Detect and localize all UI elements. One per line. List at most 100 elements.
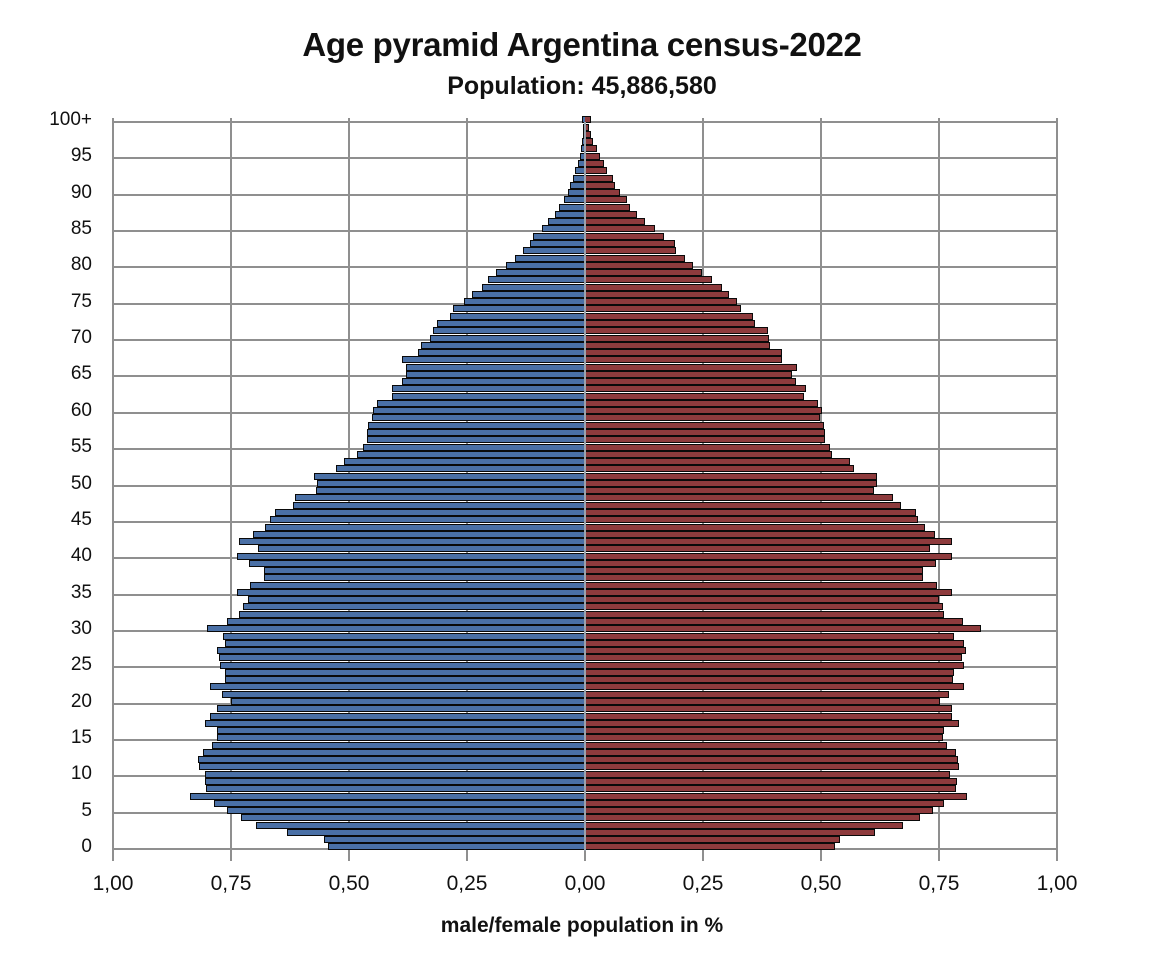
bar-female-age-41 [585, 545, 930, 553]
bar-male-age-17 [205, 719, 585, 727]
bar-male-age-13 [203, 748, 585, 756]
bar-female-age-79 [585, 269, 702, 277]
bar-female-age-28 [585, 639, 964, 647]
y-tick-label: 10 [70, 763, 92, 785]
bar-male-age-53 [343, 458, 585, 466]
bar-male-age-49 [315, 487, 585, 495]
bar-female-age-5 [585, 807, 933, 815]
bar-female-age-89 [585, 196, 627, 204]
bar-male-age-71 [433, 327, 585, 335]
bar-male-age-94 [577, 160, 585, 168]
bar-male-age-62 [391, 392, 585, 400]
bar-female-age-63 [585, 385, 806, 393]
bar-male-age-44 [264, 523, 585, 531]
bar-male-age-9 [205, 777, 585, 785]
bar-female-age-52 [585, 465, 854, 473]
bar-male-age-29 [222, 632, 585, 640]
bar-female-age-58 [585, 421, 824, 429]
bar-female-age-65 [585, 370, 792, 378]
bar-male-age-5 [227, 807, 585, 815]
bar-female-age-91 [585, 181, 615, 189]
bar-female-age-19 [585, 705, 953, 713]
bar-female-age-46 [585, 508, 916, 516]
x-tick-mark [702, 851, 704, 861]
bar-male-age-60 [373, 407, 585, 415]
bar-female-age-54 [585, 450, 832, 458]
bar-female-age-53 [585, 458, 850, 466]
bar-male-age-57 [366, 429, 585, 436]
bar-female-age-50 [585, 479, 877, 487]
y-tick-label: 35 [70, 581, 92, 603]
bar-male-age-55 [363, 443, 585, 451]
bar-male-age-6 [214, 799, 585, 807]
bar-male-age-4 [240, 814, 585, 822]
bar-female-age-55 [585, 443, 830, 451]
bar-female-age-59 [585, 414, 820, 422]
bar-male-age-45 [270, 516, 585, 524]
bar-male-age-32 [239, 610, 585, 618]
bar-male-age-39 [248, 559, 585, 567]
bar-male-age-12 [197, 756, 585, 764]
bar-female-age-64 [585, 378, 796, 386]
bar-female-age-47 [585, 501, 901, 509]
y-tick-label: 55 [70, 436, 92, 458]
bar-male-age-19 [216, 705, 585, 713]
bar-male-age-87 [554, 210, 585, 218]
bar-female-age-84 [585, 232, 664, 240]
bar-female-age-33 [585, 603, 943, 611]
bar-female-age-77 [585, 283, 722, 291]
bar-female-age-92 [585, 174, 613, 182]
bar-female-age-2 [585, 828, 875, 836]
bar-male-age-76 [472, 290, 585, 298]
x-tick-mark [584, 851, 586, 861]
bar-male-age-58 [367, 421, 585, 429]
x-tick-label: 0,50 [328, 872, 370, 895]
bar-male-age-67 [401, 356, 585, 364]
bar-female-age-1 [585, 836, 840, 844]
y-tick-label: 15 [70, 726, 92, 748]
bar-male-age-78 [487, 276, 585, 284]
bar-male-age-72 [436, 319, 585, 327]
bar-male-age-35 [237, 588, 585, 596]
bar-male-age-28 [224, 639, 585, 647]
bar-male-age-84 [533, 232, 585, 240]
bar-female-age-25 [585, 661, 964, 669]
bar-male-age-79 [495, 269, 585, 277]
bar-female-age-31 [585, 618, 963, 626]
bar-male-age-16 [216, 727, 585, 735]
bar-female-age-38 [585, 567, 923, 575]
bar-male-age-3 [256, 821, 585, 829]
x-tick-label: 1,00 [92, 872, 134, 895]
y-tick-label: 50 [70, 472, 92, 494]
bar-male-age-38 [264, 567, 585, 575]
x-tick-mark [938, 851, 940, 861]
x-tick-mark [112, 851, 114, 861]
bar-male-age-91 [569, 181, 585, 189]
x-tick-mark [230, 851, 232, 861]
bar-male-age-95 [579, 152, 585, 160]
bar-female-age-74 [585, 305, 742, 313]
bar-female-age-37 [585, 574, 923, 582]
x-tick-label: 0,25 [682, 872, 724, 895]
bar-male-age-46 [274, 508, 585, 516]
bar-male-age-59 [372, 414, 585, 422]
bar-female-age-26 [585, 654, 962, 662]
x-tick-label: 0,50 [800, 872, 842, 895]
bar-male-age-68 [417, 349, 585, 357]
bar-female-age-32 [585, 610, 944, 618]
bar-male-age-100plus [582, 116, 585, 124]
bar-male-age-98 [583, 130, 585, 138]
bar-male-age-86 [548, 218, 585, 226]
bar-female-age-14 [585, 741, 947, 749]
bar-female-age-73 [585, 312, 753, 320]
bar-female-age-81 [585, 254, 685, 262]
bar-male-age-61 [376, 399, 585, 407]
bar-female-age-40 [585, 552, 953, 560]
x-tick-mark [1056, 851, 1058, 861]
bar-female-age-21 [585, 690, 949, 698]
bar-male-age-1 [323, 836, 585, 844]
bar-female-age-43 [585, 530, 936, 538]
bar-female-age-48 [585, 494, 894, 502]
bar-female-age-88 [585, 203, 630, 211]
bar-male-age-25 [220, 661, 585, 669]
